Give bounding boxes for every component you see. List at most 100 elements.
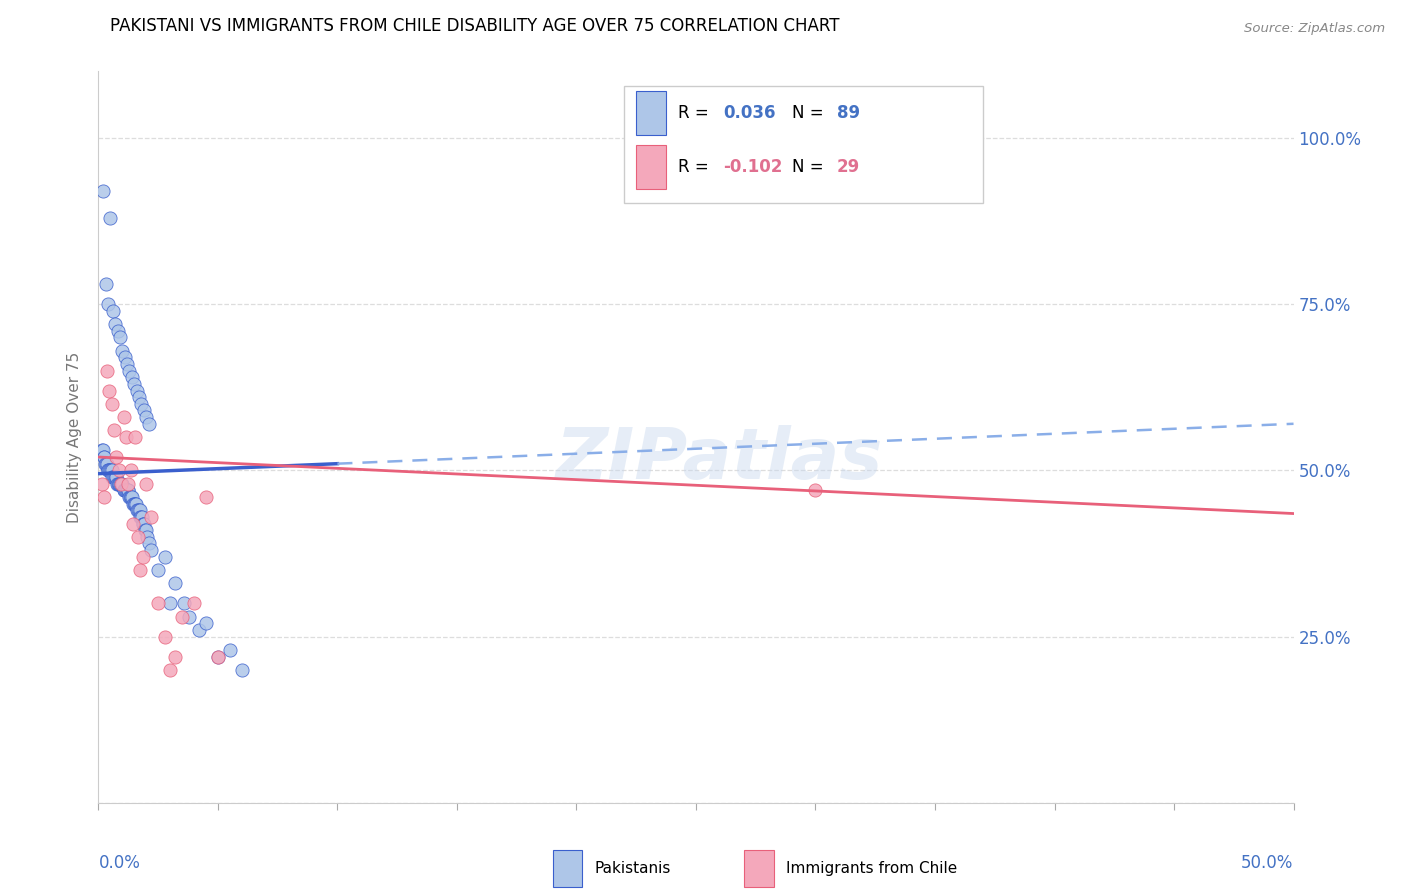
Point: [94, 457, 117, 471]
Point: [155, 630, 177, 644]
Point: [129, 509, 152, 524]
Point: [107, 476, 129, 491]
FancyBboxPatch shape: [744, 850, 773, 887]
Point: [110, 476, 132, 491]
Point: [91, 476, 114, 491]
Point: [187, 623, 209, 637]
Point: [138, 536, 160, 550]
Point: [219, 643, 242, 657]
Point: [159, 663, 181, 677]
FancyBboxPatch shape: [624, 86, 983, 203]
Point: [103, 424, 125, 438]
Point: [138, 417, 160, 431]
Point: [131, 549, 153, 564]
Text: N =: N =: [792, 104, 828, 122]
Text: 0.036: 0.036: [724, 104, 776, 122]
Text: -0.102: -0.102: [724, 158, 783, 176]
Point: [107, 476, 129, 491]
Point: [125, 497, 148, 511]
Point: [139, 509, 162, 524]
Point: [122, 516, 145, 531]
Point: [131, 509, 153, 524]
Point: [117, 476, 139, 491]
Point: [107, 324, 129, 338]
Point: [105, 470, 128, 484]
Point: [91, 443, 114, 458]
Point: [128, 503, 150, 517]
Point: [207, 649, 229, 664]
Text: R =: R =: [678, 158, 714, 176]
Point: [155, 549, 177, 564]
FancyBboxPatch shape: [637, 145, 666, 189]
Point: [135, 410, 157, 425]
Point: [104, 470, 127, 484]
Point: [112, 410, 135, 425]
Point: [115, 430, 138, 444]
Text: N =: N =: [792, 158, 828, 176]
Point: [120, 490, 142, 504]
Point: [183, 596, 205, 610]
Point: [118, 363, 141, 377]
Point: [104, 470, 127, 484]
Point: [107, 463, 129, 477]
Point: [91, 184, 114, 198]
Point: [124, 497, 146, 511]
Text: PAKISTANI VS IMMIGRANTS FROM CHILE DISABILITY AGE OVER 75 CORRELATION CHART: PAKISTANI VS IMMIGRANTS FROM CHILE DISAB…: [111, 17, 839, 35]
FancyBboxPatch shape: [637, 91, 666, 136]
Point: [207, 649, 229, 664]
Point: [128, 390, 150, 404]
Point: [136, 530, 159, 544]
Point: [115, 357, 138, 371]
Point: [117, 483, 139, 498]
Point: [231, 663, 253, 677]
Text: 29: 29: [837, 158, 860, 176]
Point: [105, 476, 128, 491]
Point: [112, 483, 135, 498]
Y-axis label: Disability Age Over 75: Disability Age Over 75: [67, 351, 83, 523]
FancyBboxPatch shape: [553, 850, 582, 887]
Point: [98, 384, 121, 398]
Point: [93, 450, 115, 464]
Point: [115, 483, 138, 498]
Point: [121, 490, 143, 504]
Point: [127, 503, 149, 517]
Point: [93, 490, 115, 504]
Point: [127, 503, 149, 517]
Point: [110, 476, 132, 491]
Point: [110, 476, 132, 491]
Point: [173, 596, 195, 610]
Point: [100, 463, 122, 477]
Point: [134, 523, 156, 537]
Point: [121, 370, 143, 384]
Point: [125, 384, 148, 398]
Point: [132, 516, 155, 531]
Point: [135, 523, 157, 537]
Text: R =: R =: [678, 104, 714, 122]
Point: [127, 530, 149, 544]
Point: [112, 483, 135, 498]
Point: [118, 490, 141, 504]
Text: Source: ZipAtlas.com: Source: ZipAtlas.com: [1244, 22, 1385, 36]
Point: [195, 490, 218, 504]
Text: 89: 89: [837, 104, 860, 122]
Point: [124, 376, 146, 391]
Point: [128, 503, 150, 517]
Point: [118, 490, 141, 504]
Point: [108, 476, 131, 491]
Point: [100, 397, 122, 411]
Point: [129, 563, 152, 577]
Point: [94, 457, 117, 471]
Point: [103, 470, 125, 484]
Point: [98, 463, 121, 477]
Point: [104, 317, 127, 331]
Text: Immigrants from Chile: Immigrants from Chile: [786, 861, 957, 876]
Point: [101, 303, 124, 318]
Point: [97, 463, 120, 477]
Point: [96, 363, 118, 377]
Point: [97, 297, 120, 311]
Point: [131, 397, 153, 411]
Text: Pakistanis: Pakistanis: [595, 861, 671, 876]
Point: [103, 470, 125, 484]
Text: ZIPatlas: ZIPatlas: [557, 425, 883, 493]
Point: [179, 609, 201, 624]
